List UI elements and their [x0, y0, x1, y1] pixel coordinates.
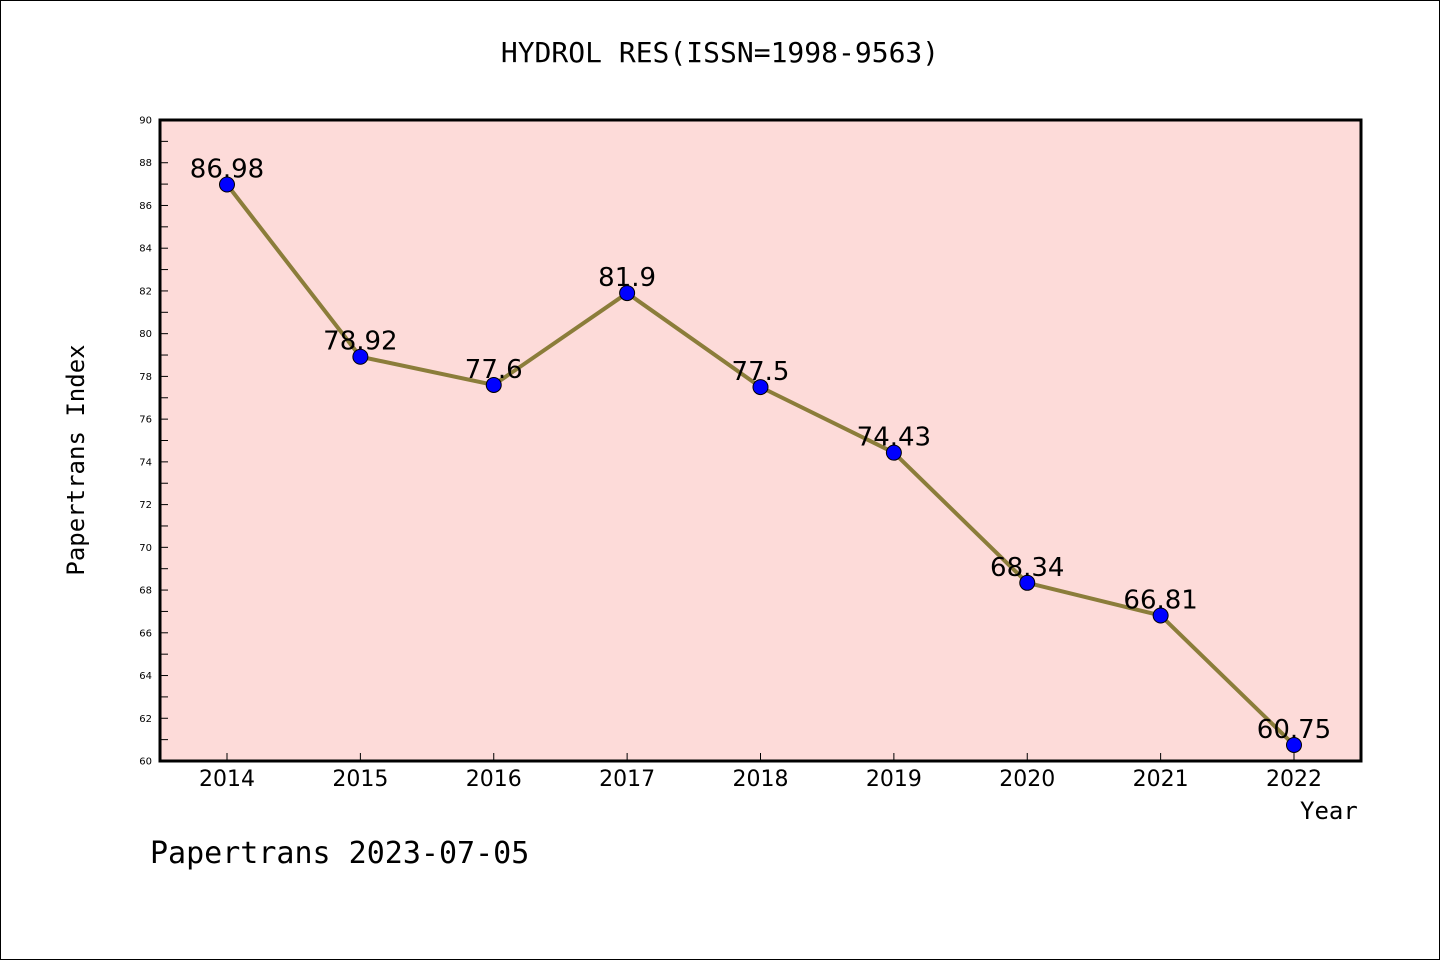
x-tick-label: 2015: [332, 767, 388, 792]
data-point: [619, 285, 636, 302]
data-point: [1152, 607, 1169, 624]
data-point: [485, 376, 502, 393]
x-tick-label: 2017: [599, 767, 655, 792]
y-tick-label: 66: [139, 628, 152, 639]
data-point: [885, 444, 902, 461]
y-tick-label: 80: [139, 329, 152, 340]
chart-title: HYDROL RES(ISSN=1998-9563): [500, 36, 940, 69]
data-point: [219, 176, 235, 193]
data-label: 66.81: [1123, 585, 1197, 615]
plot-border: [158, 118, 1363, 763]
x-tick-label: 2014: [199, 767, 255, 792]
x-tick-label: 2020: [999, 767, 1055, 792]
data-points: [219, 176, 1302, 753]
x-tick-label: 2016: [466, 767, 522, 792]
y-tick-label: 88: [139, 158, 152, 169]
data-label: 78.92: [323, 327, 397, 357]
data-label: 77.5: [732, 357, 790, 387]
y-tick-label: 84: [139, 244, 152, 255]
y-tick-label: 76: [139, 415, 152, 426]
data-label: 60.75: [1257, 715, 1331, 745]
y-tick-label: 62: [139, 714, 152, 725]
x-tick-label: 2022: [1266, 767, 1322, 792]
data-label: 74.43: [857, 423, 931, 453]
y-tick-label: 68: [139, 586, 152, 597]
data-point: [352, 348, 369, 365]
x-tick-label: 2018: [733, 767, 789, 792]
x-tick-label: 2019: [866, 767, 922, 792]
y-tick-label: 70: [139, 543, 152, 554]
data-point: [752, 379, 769, 396]
x-tick-label: 2021: [1133, 767, 1189, 792]
y-tick-label: 64: [139, 671, 152, 682]
plot-area: [160, 120, 1361, 761]
data-label: 81.9: [598, 263, 656, 293]
y-tick-label: 86: [139, 201, 152, 212]
y-tick-label: 74: [139, 457, 152, 468]
x-axis-label: Year: [1300, 797, 1358, 825]
data-label: 77.6: [465, 355, 523, 385]
y-tick-label: 82: [139, 286, 152, 297]
data-labels: 86.98 78.92 77.6 81.9 77.5 74.43 68.34 66.81 60.…: [190, 155, 1331, 745]
data-label: 86.98: [190, 155, 264, 185]
y-tick-label: 72: [139, 500, 152, 511]
footer-credit: Papertrans 2023-07-05: [150, 836, 530, 871]
x-axis-ticks: 2014 2015 2016 2017 2018 2019 2020 2021 2022: [199, 753, 1322, 792]
y-tick-label: 60: [139, 757, 152, 768]
y-tick-label: 90: [139, 116, 152, 127]
y-tick-label: 78: [139, 372, 152, 383]
data-point: [1019, 574, 1036, 591]
data-label: 68.34: [990, 553, 1064, 583]
data-point: [1286, 736, 1302, 753]
